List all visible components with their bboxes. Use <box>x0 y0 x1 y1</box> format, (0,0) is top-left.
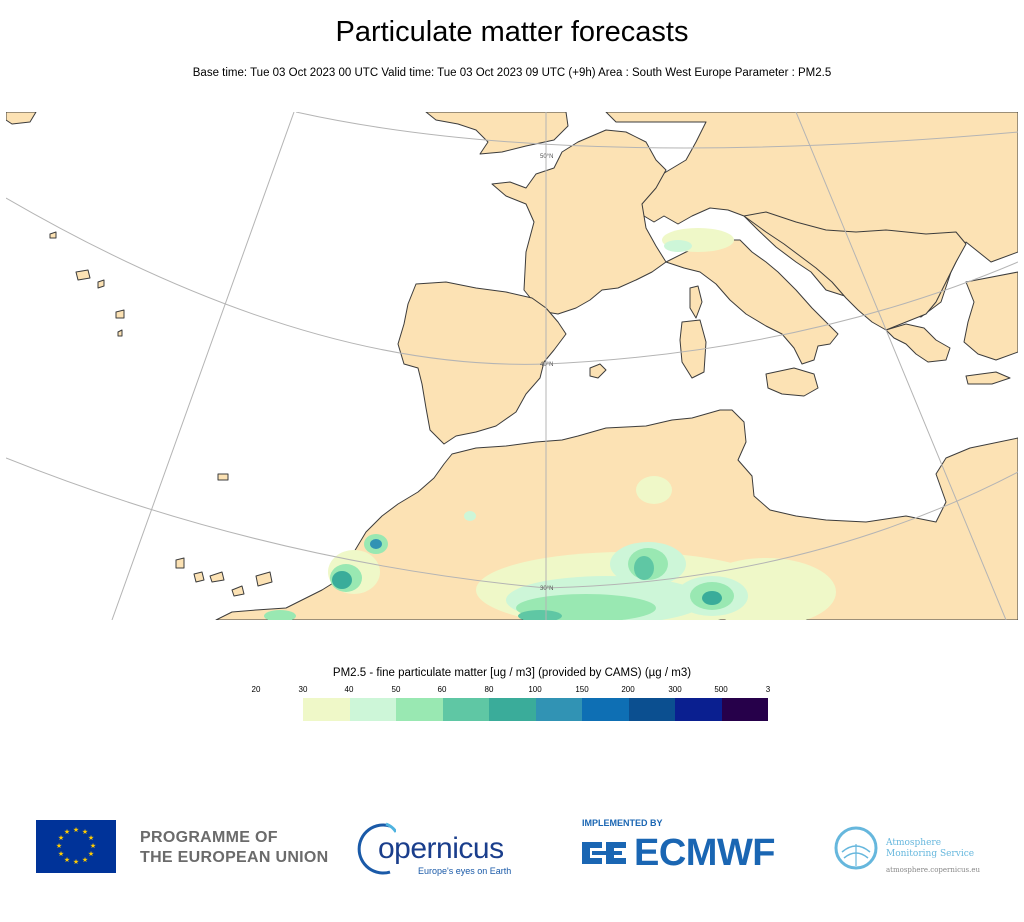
svg-text:★: ★ <box>56 842 62 850</box>
legend-ticks: 20 30 40 50 60 80 100 150 200 300 500 3 <box>252 685 776 697</box>
eu-programme-label: PROGRAMME OF THE EUROPEAN UNION <box>140 829 329 866</box>
graticule-labels: 50°N 40°N 30°N <box>540 154 553 592</box>
legend-swatch <box>396 698 443 721</box>
land-balearics <box>589 363 607 379</box>
legend-tick: 300 <box>668 685 682 694</box>
svg-text:★: ★ <box>82 856 88 864</box>
svg-text:★: ★ <box>90 842 96 850</box>
land-canary-5 <box>175 557 185 569</box>
pm-plume-atlas-peak <box>634 556 654 580</box>
legend-tick: 30 <box>298 685 308 694</box>
land-balkans <box>743 211 967 331</box>
legend-swatch <box>721 698 768 721</box>
svg-text:★: ★ <box>58 850 64 858</box>
ecmwf-symbol-icon <box>582 842 626 864</box>
copernicus-logo: opernicus Europe's eyes on Earth <box>356 818 511 880</box>
land-canary-4 <box>231 585 245 597</box>
legend-tick: 150 <box>575 685 589 694</box>
pm-plume-italy-north-2 <box>664 240 692 252</box>
pm-plume-sahara-peak <box>518 610 562 620</box>
legend-title: PM2.5 - fine particulate matter [ug / m3… <box>332 667 692 679</box>
land-azores-4 <box>49 231 57 239</box>
land-greece <box>885 323 951 363</box>
pm-plume-morocco-high <box>332 571 352 589</box>
land-azores-2 <box>97 279 105 289</box>
forecast-map[interactable]: 50°N 40°N 30°N <box>6 112 1018 620</box>
svg-text:★: ★ <box>73 826 79 834</box>
label-40n: 40°N <box>540 362 553 368</box>
pm-plume-morocco-core <box>370 539 382 549</box>
copernicus-c-icon <box>357 822 396 875</box>
legend-tick: 50 <box>391 685 401 694</box>
map-canvas: 50°N 40°N 30°N <box>6 112 1018 620</box>
land-madeira <box>217 473 229 481</box>
label-50n: 50°N <box>540 154 553 160</box>
forecast-subtitle: Base time: Tue 03 Oct 2023 00 UTC Valid … <box>192 67 832 79</box>
svg-text:★: ★ <box>88 850 94 858</box>
land-ireland-tip <box>6 112 37 125</box>
pm-plume-algeria-spot <box>464 511 476 521</box>
land-canary-2 <box>209 571 225 583</box>
land-anatolia <box>963 271 1018 361</box>
legend-tick: 3 <box>765 685 771 694</box>
label-30n: 30°N <box>540 586 553 592</box>
svg-text:★: ★ <box>82 828 88 836</box>
pm25-patches <box>264 228 836 620</box>
eu-flag-icon: ★ ★ ★ ★ ★ ★ ★ ★ ★ ★ ★ ★ <box>36 820 116 873</box>
legend-swatch <box>489 698 536 721</box>
ams-globe-icon <box>834 826 878 870</box>
svg-text:★: ★ <box>88 834 94 842</box>
legend-tick: 80 <box>484 685 494 694</box>
svg-text:★: ★ <box>58 834 64 842</box>
graticule <box>6 112 1018 620</box>
land-italy <box>665 239 839 365</box>
pm-plume-coast-sw <box>264 610 296 620</box>
land-azores-3 <box>115 309 125 319</box>
legend-tick: 500 <box>714 685 728 694</box>
ecmwf-logo: IMPLEMENTED BY ECMWF <box>582 818 776 874</box>
legend-swatch <box>349 698 396 721</box>
legend-swatch <box>675 698 722 721</box>
land-sardinia <box>679 319 707 379</box>
legend-tick: 60 <box>437 685 447 694</box>
land-azores-5 <box>117 329 123 337</box>
land-france <box>491 129 667 315</box>
land-sicily <box>765 367 819 397</box>
atmosphere-monitoring-logo: Atmosphere Monitoring Service atmosphere… <box>832 818 992 880</box>
meridian-20w <box>111 112 295 620</box>
legend-swatch <box>442 698 489 721</box>
pm-plume-east-peak <box>702 591 722 605</box>
land-azores-1 <box>75 269 91 281</box>
legend-swatch <box>628 698 675 721</box>
legend-tick: 40 <box>344 685 354 694</box>
parallel-50n <box>295 112 1018 149</box>
meridian-20e <box>795 112 1007 620</box>
legend-swatch <box>535 698 582 721</box>
legend-tick: 200 <box>621 685 635 694</box>
land-crete <box>965 371 1011 385</box>
legend-colorbar <box>303 698 768 721</box>
legend-swatch <box>582 698 629 721</box>
legend-tick: 20 <box>251 685 261 694</box>
pm-plume-oran <box>636 476 672 504</box>
legend-swatch <box>303 698 350 721</box>
land-corsica <box>689 285 703 319</box>
page-title: Particulate matter forecasts <box>335 16 689 48</box>
svg-text:★: ★ <box>64 828 70 836</box>
footer-logos: ★ ★ ★ ★ ★ ★ ★ ★ ★ ★ ★ ★ PROGRAMME OF THE EUROPEA… <box>0 800 1024 910</box>
land-canary-3 <box>255 571 273 587</box>
legend-tick: 100 <box>528 685 542 694</box>
svg-text:★: ★ <box>64 856 70 864</box>
land-canary-1 <box>193 571 205 583</box>
svg-text:★: ★ <box>73 858 79 866</box>
